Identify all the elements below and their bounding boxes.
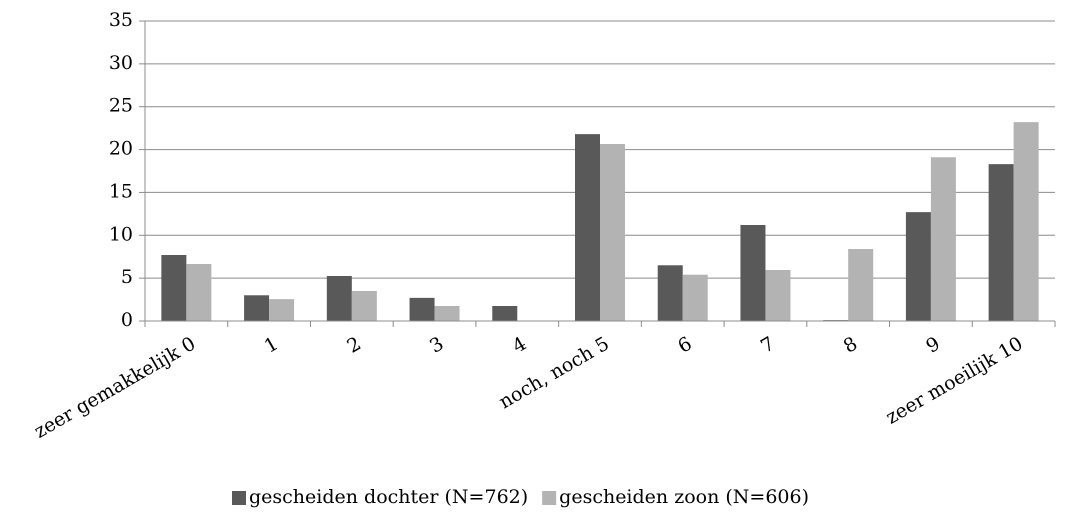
x-tick-label: 7	[757, 333, 778, 358]
legend-swatch	[232, 491, 246, 505]
legend-swatch	[542, 491, 557, 505]
bar	[988, 164, 1014, 321]
bar	[269, 299, 295, 321]
x-tick-label: 2	[343, 333, 364, 358]
bar	[244, 295, 270, 321]
bar	[186, 264, 212, 321]
x-tick-label: 9	[922, 333, 943, 358]
y-tick-label: 0	[121, 309, 133, 331]
y-tick-label: 35	[109, 9, 133, 31]
x-tick-label: 6	[674, 333, 695, 358]
y-tick-label: 5	[121, 266, 133, 288]
bar	[765, 270, 791, 321]
y-tick-label: 20	[109, 138, 133, 160]
bar	[434, 306, 460, 321]
x-tick-label: zeer gemakkelijk 0	[30, 333, 199, 443]
bar	[740, 225, 766, 321]
y-tick-label: 10	[109, 223, 133, 245]
bar	[161, 255, 187, 321]
bar	[657, 265, 683, 321]
bar	[492, 306, 518, 321]
bar	[600, 144, 625, 321]
x-tick-label: 8	[840, 333, 861, 358]
x-tick-label: 1	[261, 333, 282, 358]
legend-label: gescheiden dochter (N=762)	[249, 486, 528, 508]
bar	[409, 297, 435, 321]
bar	[930, 157, 956, 321]
x-tick-label: zeer moeilijk 10	[882, 333, 1027, 429]
bar	[848, 249, 874, 321]
y-tick-label: 15	[109, 180, 133, 202]
bar	[1013, 122, 1039, 322]
x-tick-label: 3	[426, 333, 447, 358]
bar	[575, 134, 600, 321]
y-tick-label: 25	[109, 95, 133, 117]
x-tick-label: 4	[509, 333, 530, 358]
legend-label: gescheiden zoon (N=606)	[559, 486, 809, 508]
bar	[682, 274, 708, 321]
bar	[905, 212, 931, 321]
bar	[351, 291, 377, 321]
bar	[326, 276, 352, 321]
y-tick-label: 30	[109, 52, 133, 74]
